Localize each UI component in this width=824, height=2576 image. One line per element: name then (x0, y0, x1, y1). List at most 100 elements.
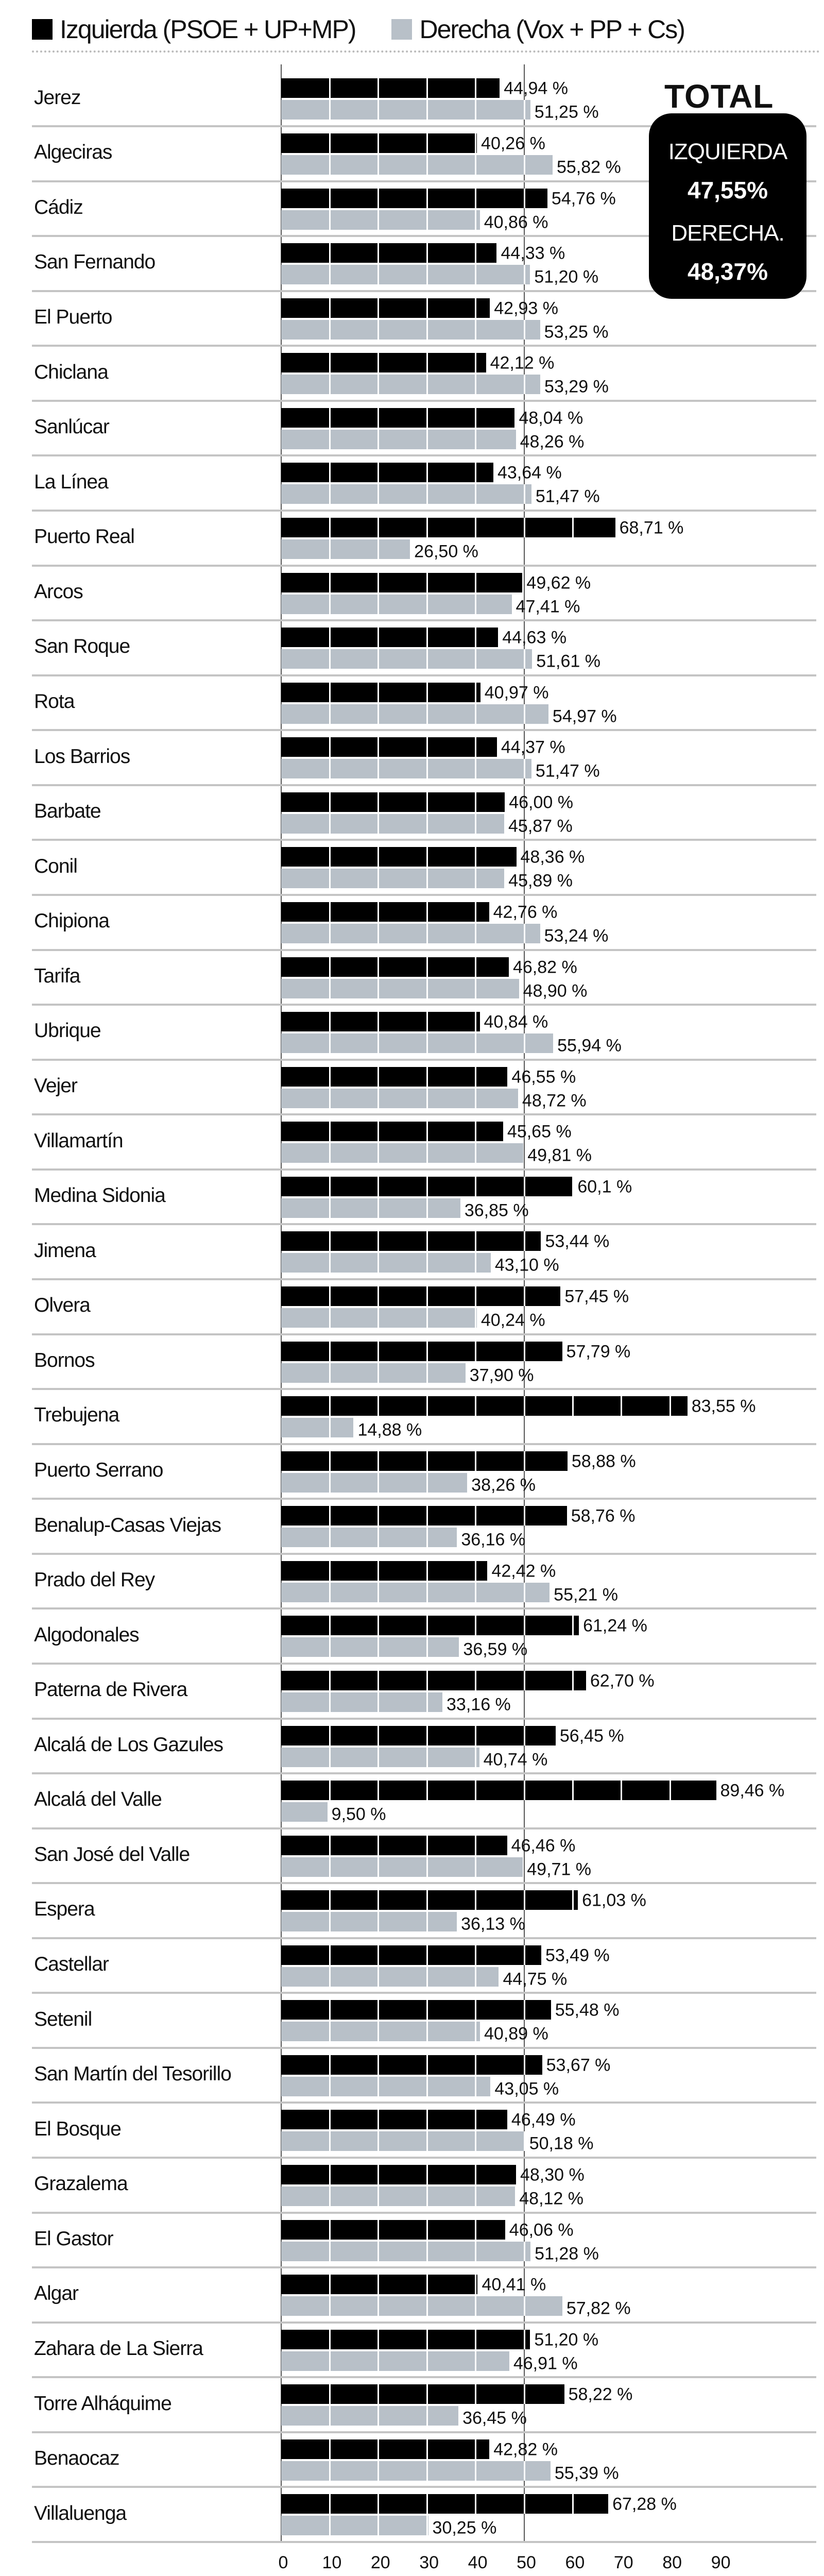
bar-segment-divider (475, 2494, 477, 2514)
bar-segment-divider (523, 2296, 525, 2316)
row-separator (32, 1607, 816, 1610)
bar-segment-divider (475, 265, 477, 285)
bar-segment-divider (426, 1528, 428, 1548)
bar-derecha (281, 2296, 562, 2316)
bar-segment-divider (426, 1506, 428, 1526)
bar-izquierda (281, 1122, 503, 1142)
bar-segment-divider (377, 155, 380, 175)
bar-segment-divider (329, 1286, 331, 1306)
bar-izquierda (281, 1012, 480, 1032)
bar-segment-divider (475, 594, 477, 614)
bar-derecha (281, 1637, 459, 1657)
bar-segment-divider (523, 1286, 525, 1306)
bar-izquierda (281, 2055, 542, 2075)
bar-segment-divider (377, 298, 380, 318)
bar-derecha (281, 484, 531, 504)
bar-segment-divider (523, 1396, 525, 1416)
bar-izquierda (281, 2165, 516, 2185)
bar-segment-divider (377, 923, 380, 943)
bar-segment-divider (426, 2329, 428, 2349)
bar-segment-divider (377, 2187, 380, 2207)
bar-izquierda (281, 463, 493, 483)
legend-item-derecha: Derecha (Vox + PP + Cs) (391, 14, 685, 44)
bar-segment-divider (475, 188, 477, 208)
bar-segment-divider (377, 2351, 380, 2371)
row-separator (32, 1498, 816, 1500)
bar-segment-divider (377, 2022, 380, 2042)
bar-segment-divider (475, 704, 477, 724)
row-separator (32, 1388, 816, 1391)
value-label-derecha: 48,12 % (519, 2189, 584, 2209)
bar-segment-divider (523, 2055, 525, 2075)
row-separator (32, 345, 816, 347)
value-label-derecha: 36,13 % (461, 1914, 525, 1934)
bar-segment-divider (426, 100, 428, 120)
row-separator (32, 2211, 816, 2214)
bar-izquierda (281, 1451, 568, 1471)
bar-izquierda (281, 78, 500, 98)
bar-segment-divider (475, 923, 477, 943)
row-separator (32, 674, 816, 676)
bar-segment-divider (426, 463, 428, 483)
row-separator (32, 1772, 816, 1775)
bar-segment-divider (426, 1857, 428, 1877)
bar-segment-divider (329, 375, 331, 395)
value-label-izquierda: 46,06 % (509, 2220, 574, 2240)
bar-segment-divider (523, 1670, 525, 1690)
bar-derecha (281, 265, 530, 285)
bar-segment-divider (426, 2000, 428, 2020)
value-label-derecha: 46,91 % (513, 2353, 578, 2374)
bar-segment-divider (426, 2219, 428, 2240)
bar-derecha (281, 2516, 428, 2536)
bar-segment-divider (329, 2165, 331, 2185)
value-label-izquierda: 42,82 % (493, 2439, 558, 2460)
bar-segment-divider (475, 1396, 477, 1416)
bar-segment-divider (329, 517, 331, 537)
bar-segment-divider (475, 1725, 477, 1745)
bar-segment-divider (426, 1451, 428, 1471)
row-separator (32, 2321, 816, 2324)
bar-segment-divider (523, 1033, 525, 1054)
value-label-derecha: 48,26 % (520, 432, 585, 452)
bar-segment-divider (426, 2461, 428, 2481)
bar-derecha (281, 1143, 524, 1163)
bar-segment-divider (475, 78, 477, 98)
value-label-derecha: 57,82 % (566, 2298, 631, 2318)
bar-segment-divider (329, 814, 331, 834)
bar-segment-divider (329, 353, 331, 373)
value-label-izquierda: 46,46 % (511, 1836, 576, 1856)
bar-segment-divider (475, 814, 477, 834)
bar-segment-divider (426, 1231, 428, 1251)
bar-izquierda (281, 1066, 508, 1087)
bar-segment-divider (475, 1616, 477, 1636)
bar-segment-divider (426, 572, 428, 592)
bar-segment-divider (669, 1396, 671, 1416)
bar-segment-divider (329, 1945, 331, 1965)
bar-segment-divider (329, 2494, 331, 2514)
x-tick-label: 80 (662, 2553, 682, 2572)
value-label-derecha: 50,18 % (529, 2133, 594, 2154)
bar-segment-divider (329, 1616, 331, 1636)
bar-segment-divider (329, 2022, 331, 2042)
bar-derecha (281, 594, 512, 614)
bar-segment-divider (329, 1912, 331, 1932)
value-label-derecha: 55,82 % (556, 157, 621, 177)
bar-segment-divider (329, 1692, 331, 1712)
bar-izquierda (281, 1670, 586, 1690)
bar-segment-divider (329, 2516, 331, 2536)
bar-segment-divider (426, 1781, 428, 1801)
value-label-derecha: 55,39 % (554, 2463, 619, 2483)
bar-segment-divider (426, 2351, 428, 2371)
bar-segment-divider (426, 2516, 428, 2536)
x-tick-label: 10 (322, 2553, 342, 2572)
bar-segment-divider (377, 319, 380, 340)
bar-segment-divider (377, 2219, 380, 2240)
bar-segment-divider (426, 2384, 428, 2404)
bar-segment-divider (475, 1231, 477, 1251)
bar-segment-divider (475, 2187, 477, 2207)
row-separator (32, 1223, 816, 1226)
bar-segment-divider (475, 133, 477, 153)
bar-segment-divider (426, 188, 428, 208)
bar-segment-divider (475, 2076, 477, 2096)
bar-segment-divider (329, 594, 331, 614)
